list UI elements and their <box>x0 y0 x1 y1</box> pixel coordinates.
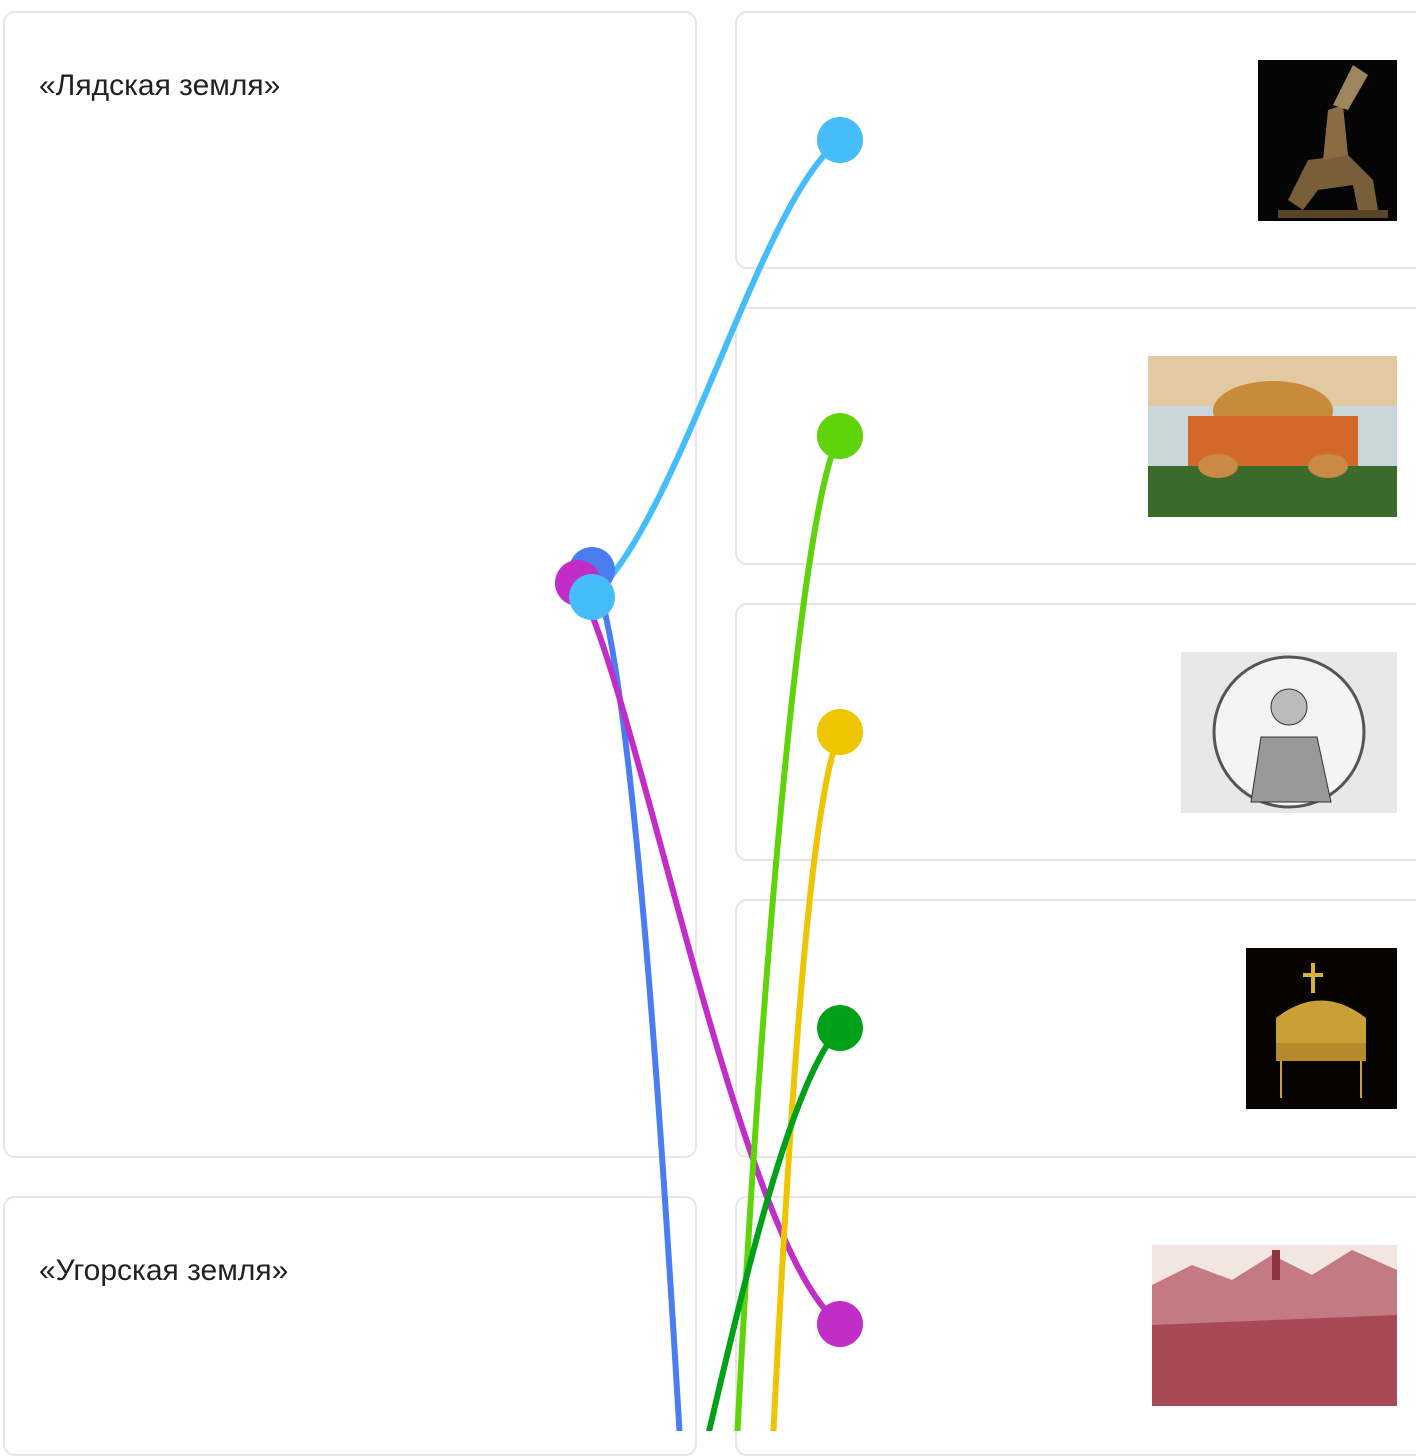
connector-dot[interactable] <box>817 1301 863 1347</box>
connection-line <box>737 436 840 1431</box>
connector-dot[interactable] <box>817 413 863 459</box>
connection-line <box>592 140 840 597</box>
connector-dot[interactable] <box>569 574 615 620</box>
connection-line <box>592 570 680 1431</box>
matching-page: «Лядская земля» «Угорская земля» <box>0 0 1416 1431</box>
connection-line <box>578 583 840 1324</box>
connection-layer <box>0 0 1416 1431</box>
connector-dot[interactable] <box>817 117 863 163</box>
connector-dot[interactable] <box>817 1005 863 1051</box>
connector-dot[interactable] <box>817 709 863 755</box>
